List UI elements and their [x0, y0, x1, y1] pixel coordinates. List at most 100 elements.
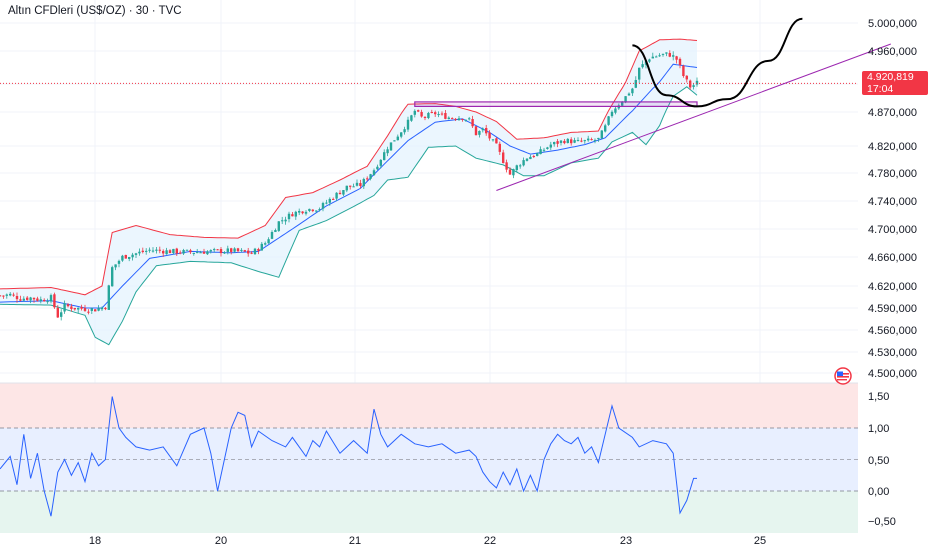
candle-body: [512, 169, 515, 176]
candle-body: [434, 112, 437, 115]
osc-zone-low: [0, 491, 858, 533]
candle-body: [291, 214, 294, 217]
candle-body: [301, 211, 304, 214]
candle-body: [335, 192, 338, 199]
projection-curve: [632, 17, 803, 108]
candle-body: [502, 152, 505, 164]
y-tick-label: 5.000,000: [868, 18, 917, 30]
candle-body: [379, 159, 382, 166]
candle-body: [175, 248, 178, 254]
y-tick-label: 4.660,000: [868, 252, 917, 264]
candle-body: [658, 55, 661, 57]
us-flag-icon[interactable]: [833, 366, 853, 386]
candle-body: [182, 250, 185, 254]
candle-body: [26, 297, 29, 300]
bb-middle-line: [0, 63, 698, 309]
candle-body: [12, 294, 15, 296]
candle-body: [655, 56, 658, 58]
candle-body: [117, 260, 121, 264]
candle-body: [22, 298, 25, 301]
candle-body: [199, 252, 202, 254]
candle-body: [2, 295, 5, 297]
candle-body: [437, 114, 440, 116]
candle-body: [131, 254, 134, 258]
candle-body: [43, 299, 46, 302]
y-tick-label: 4.560,000: [868, 325, 917, 337]
candle-body: [366, 178, 369, 180]
candle-body: [151, 250, 155, 252]
y-tick-label: 4.870,000: [868, 107, 917, 119]
candle-body: [451, 118, 454, 120]
candle-body: [240, 249, 243, 251]
candle-body: [338, 192, 342, 195]
drawings[interactable]: [414, 17, 891, 191]
candle-body: [474, 126, 478, 136]
candle-body: [553, 142, 556, 145]
candle-body: [80, 306, 83, 309]
candle-body: [250, 252, 253, 254]
candle-body: [665, 52, 668, 54]
candle-body: [461, 119, 464, 121]
candle-body: [168, 250, 172, 254]
oscillator-panel: [0, 396, 697, 517]
candle-body: [148, 249, 151, 251]
candle-body: [281, 220, 284, 222]
candle-body: [134, 253, 138, 255]
candle-body: [5, 294, 8, 296]
candle-body: [488, 132, 491, 139]
candle-body: [580, 140, 583, 142]
candle-body: [386, 149, 389, 154]
candle-body: [539, 149, 542, 155]
candle-body: [522, 160, 525, 166]
candle-body: [90, 308, 93, 311]
candle-body: [597, 137, 600, 140]
candle-body: [179, 252, 182, 254]
candle-body: [138, 251, 141, 254]
candle-body: [614, 108, 617, 113]
y-tick-label: 4.620,000: [868, 281, 917, 293]
candle-body: [328, 198, 331, 203]
candle-body: [604, 125, 607, 132]
candle-body: [66, 304, 70, 307]
candle-body: [682, 65, 685, 77]
candle-body: [661, 53, 665, 55]
candle-body: [532, 155, 535, 157]
candle-body: [515, 165, 518, 171]
candle-body: [267, 239, 270, 244]
candle-body: [29, 297, 32, 301]
candle-body: [627, 93, 631, 96]
candle-body: [192, 252, 195, 254]
y-tick-label: 4.590,000: [868, 303, 917, 315]
candle-body: [695, 80, 699, 85]
y-tick-label: 4.530,000: [868, 347, 917, 359]
candle-body: [464, 119, 467, 121]
candle-body: [15, 296, 19, 300]
candle-body: [294, 211, 297, 217]
candle-body: [570, 139, 573, 144]
x-tick-label: 20: [215, 535, 227, 547]
x-tick-label: 21: [349, 535, 361, 547]
candle-body: [536, 153, 539, 156]
candle-body: [583, 140, 586, 142]
y-tick-label: 4.820,000: [868, 141, 917, 153]
x-tick-label: 25: [754, 535, 766, 547]
candle-body: [430, 111, 433, 113]
candle-body: [236, 248, 240, 252]
candle-body: [311, 209, 314, 212]
candle-body: [413, 110, 416, 115]
candle-body: [216, 249, 219, 251]
candle-body: [444, 112, 447, 119]
candle-body: [573, 140, 576, 143]
last-price-tag: 4.920,819 17:04: [862, 71, 928, 95]
candle-body: [63, 303, 66, 312]
candle-body: [529, 156, 532, 160]
candle-body: [270, 232, 274, 239]
candle-body: [332, 198, 335, 200]
candle-body: [49, 295, 53, 302]
candle-body: [505, 162, 508, 170]
candle-body: [202, 251, 206, 254]
candle-body: [631, 88, 634, 94]
candle-body: [226, 248, 229, 252]
candle-body: [542, 149, 546, 151]
